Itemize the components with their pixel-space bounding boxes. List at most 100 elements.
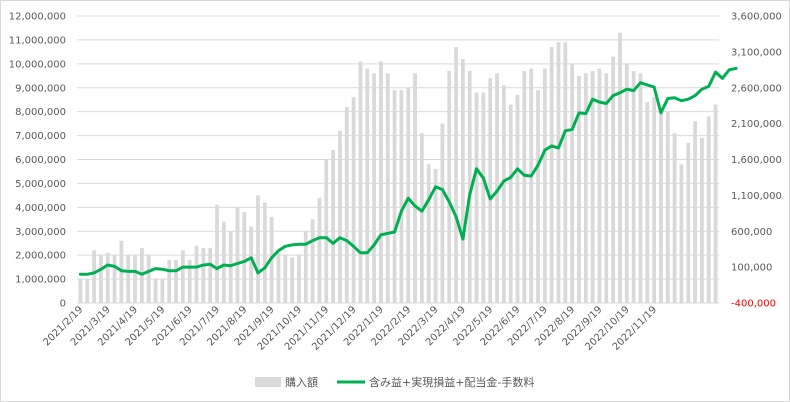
bar — [631, 71, 636, 303]
bar — [235, 207, 240, 303]
left-axis-tick-label: 3,000,000 — [15, 227, 66, 238]
bar — [693, 121, 697, 303]
left-axis-tick-label: 5,000,000 — [15, 179, 66, 190]
line-series-profit — [78, 66, 738, 276]
bar — [262, 202, 267, 303]
left-axis-tick-label: 9,000,000 — [15, 83, 66, 94]
bar — [283, 255, 288, 303]
left-axis-tick-labels: 0 1,000,000 2,000,000 3,000,000 4,000,000 5,0… — [9, 12, 66, 310]
legend-label-bar: 購入額 — [285, 375, 318, 389]
bar — [672, 133, 677, 303]
bar — [467, 71, 472, 303]
left-axis-tick-label: 11,000,000 — [9, 35, 66, 46]
bar — [85, 279, 90, 303]
bar — [399, 90, 404, 304]
bar — [665, 111, 670, 304]
bar — [194, 245, 199, 303]
bar — [180, 250, 185, 303]
bar — [488, 78, 493, 303]
bar — [536, 90, 540, 304]
bar — [652, 97, 656, 303]
bar — [372, 73, 376, 304]
bar — [92, 250, 96, 303]
right-axis-tick-label: 1,100,000 — [731, 191, 782, 202]
bar — [78, 279, 83, 303]
bar — [529, 68, 534, 303]
bar — [276, 252, 281, 303]
bar — [420, 133, 424, 303]
bar — [297, 255, 301, 303]
bar — [611, 56, 616, 304]
bar — [290, 257, 295, 303]
bar — [679, 164, 684, 303]
bar — [406, 87, 411, 303]
bar — [481, 92, 486, 304]
left-axis-tick-label: 7,000,000 — [15, 131, 66, 142]
left-axis-tick-label: 12,000,000 — [9, 12, 66, 23]
bar — [563, 42, 568, 303]
bar — [713, 104, 718, 303]
left-axis-tick-label: 4,000,000 — [15, 203, 66, 214]
bar — [638, 73, 643, 304]
bar — [133, 255, 137, 303]
bar — [379, 61, 383, 303]
bar — [208, 247, 213, 303]
bar — [590, 71, 595, 303]
bar — [447, 71, 452, 303]
bar — [597, 68, 602, 303]
bar — [413, 73, 417, 304]
left-axis-tick-label: 0 — [60, 299, 66, 310]
bar — [501, 85, 506, 303]
right-axis-tick-label: 3,600,000 — [731, 12, 782, 23]
bar — [618, 32, 622, 303]
bar — [392, 90, 397, 304]
bar — [515, 94, 520, 303]
bar — [686, 142, 691, 303]
left-axis-tick-label: 2,000,000 — [15, 251, 66, 262]
bar — [249, 226, 254, 303]
bar — [215, 204, 219, 303]
bar — [331, 149, 335, 303]
bar — [174, 259, 178, 303]
bar — [577, 75, 581, 304]
bar — [242, 212, 247, 303]
bar-series-purchase-amount — [78, 32, 718, 304]
bar — [495, 73, 499, 304]
bar — [126, 255, 131, 303]
left-axis-tick-label: 1,000,000 — [15, 275, 66, 286]
bar — [549, 47, 554, 303]
bar — [153, 279, 158, 303]
bar — [700, 137, 704, 303]
bar — [624, 63, 629, 304]
bar — [160, 279, 165, 303]
bar — [556, 42, 561, 303]
bar — [105, 252, 110, 303]
bar — [99, 255, 103, 303]
right-axis-tick-label: 2,100,000 — [731, 119, 782, 130]
right-axis-tick-label: 100,000 — [731, 263, 772, 274]
right-axis-tick-label: 3,100,000 — [731, 47, 782, 58]
bar — [365, 68, 370, 303]
bar — [542, 68, 547, 303]
bar — [440, 123, 445, 303]
bar — [454, 47, 458, 303]
bar — [659, 114, 663, 303]
bar — [324, 159, 329, 303]
bar — [310, 219, 315, 303]
right-axis-tick-label: 600,000 — [731, 227, 772, 238]
bar — [201, 247, 206, 303]
legend-swatch-bar — [255, 377, 281, 387]
bar — [256, 195, 260, 303]
right-axis-tick-labels: -400,000 100,000 600,000 1,100,000 1,600,000… — [731, 12, 782, 310]
right-axis-tick-label: 1,600,000 — [731, 155, 782, 166]
bar — [461, 59, 465, 303]
bar — [706, 116, 711, 303]
bar — [426, 164, 431, 303]
bar — [317, 197, 322, 303]
bar — [358, 61, 363, 303]
legend: 購入額 含み益+実現損益+配当金-手数料 — [255, 375, 534, 389]
bar — [112, 255, 117, 303]
bar — [146, 255, 151, 303]
